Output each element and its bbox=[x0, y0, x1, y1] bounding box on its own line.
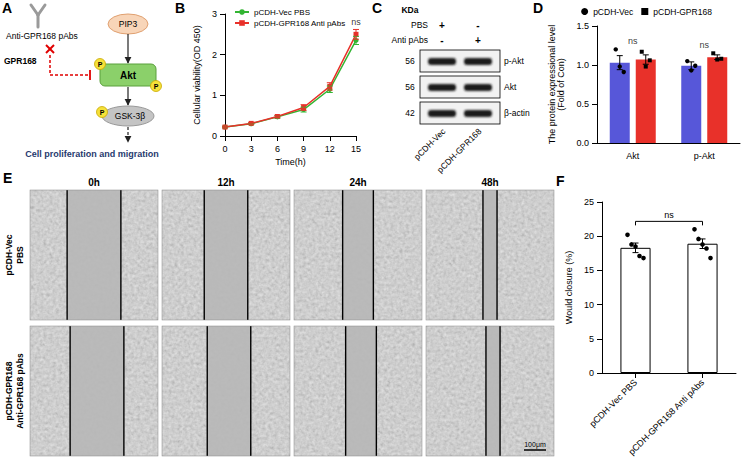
svg-text:PIP3: PIP3 bbox=[119, 19, 138, 29]
svg-text:+: + bbox=[439, 20, 445, 31]
svg-text:p-Akt: p-Akt bbox=[504, 56, 524, 66]
svg-text:48h: 48h bbox=[481, 177, 498, 188]
svg-text:P: P bbox=[100, 109, 105, 116]
svg-text:20: 20 bbox=[584, 231, 594, 241]
svg-text:Anti-GPR168 pAbs: Anti-GPR168 pAbs bbox=[15, 353, 25, 429]
svg-text:15: 15 bbox=[351, 144, 361, 154]
svg-text:Anti pAbs: Anti pAbs bbox=[392, 35, 428, 45]
svg-text:GSK-3β: GSK-3β bbox=[115, 111, 146, 121]
svg-text:2: 2 bbox=[212, 50, 217, 60]
svg-text:0h: 0h bbox=[88, 177, 100, 188]
svg-text:ns: ns bbox=[351, 17, 361, 27]
svg-text:pCDH-Vec PBS: pCDH-Vec PBS bbox=[254, 8, 310, 17]
svg-text:PBS: PBS bbox=[15, 246, 25, 264]
svg-text:pCDH-GPR168 Anti pAbs: pCDH-GPR168 Anti pAbs bbox=[627, 377, 707, 457]
svg-text:Akt: Akt bbox=[626, 151, 640, 161]
svg-text:10: 10 bbox=[584, 300, 594, 310]
svg-text:-: - bbox=[476, 20, 479, 31]
svg-text:Cell proliferation and migrati: Cell proliferation and migration bbox=[25, 149, 159, 159]
svg-text:E: E bbox=[3, 170, 12, 186]
svg-text:-: - bbox=[440, 35, 443, 46]
svg-text:P: P bbox=[154, 83, 159, 90]
svg-text:ns: ns bbox=[628, 36, 638, 46]
svg-text:ns: ns bbox=[664, 210, 674, 220]
svg-text:Akt: Akt bbox=[504, 82, 517, 92]
svg-text:pCDH-GPR168: pCDH-GPR168 bbox=[435, 126, 484, 175]
svg-text:24h: 24h bbox=[349, 177, 366, 188]
svg-text:+: + bbox=[475, 35, 481, 46]
svg-text:3: 3 bbox=[249, 144, 254, 154]
svg-text:15: 15 bbox=[584, 265, 594, 275]
svg-text:56: 56 bbox=[405, 56, 415, 66]
svg-text:p-Akt: p-Akt bbox=[694, 151, 716, 161]
svg-text:pCDH-Vec: pCDH-Vec bbox=[412, 126, 448, 162]
svg-text:Anti-GPR168 pAbs: Anti-GPR168 pAbs bbox=[6, 31, 78, 41]
svg-text:0: 0 bbox=[222, 144, 227, 154]
svg-text:pCDH-Vec PBS: pCDH-Vec PBS bbox=[587, 377, 639, 429]
svg-text:5: 5 bbox=[589, 334, 594, 344]
svg-text:9: 9 bbox=[301, 144, 306, 154]
svg-text:D: D bbox=[533, 0, 543, 16]
svg-text:pCDH-GPR168: pCDH-GPR168 bbox=[4, 361, 14, 420]
svg-text:0.0: 0.0 bbox=[576, 138, 589, 148]
svg-text:0: 0 bbox=[212, 131, 217, 141]
svg-text:6: 6 bbox=[275, 144, 280, 154]
svg-text:Would closure (%): Would closure (%) bbox=[564, 251, 574, 324]
svg-text:12: 12 bbox=[325, 144, 335, 154]
svg-text:0: 0 bbox=[589, 368, 594, 378]
svg-text:1.0: 1.0 bbox=[576, 60, 589, 70]
svg-text:PBS: PBS bbox=[411, 20, 428, 30]
svg-text:A: A bbox=[2, 0, 12, 16]
svg-text:12h: 12h bbox=[217, 177, 234, 188]
svg-text:42: 42 bbox=[405, 108, 415, 118]
svg-text:β-actin: β-actin bbox=[504, 108, 530, 118]
svg-text:B: B bbox=[175, 0, 185, 16]
svg-text:1: 1 bbox=[212, 90, 217, 100]
svg-text:25: 25 bbox=[584, 197, 594, 207]
svg-text:F: F bbox=[556, 173, 565, 189]
svg-text:0.5: 0.5 bbox=[576, 99, 589, 109]
svg-text:C: C bbox=[372, 0, 382, 16]
svg-text:pCDH-GPR168 Anti pAbs: pCDH-GPR168 Anti pAbs bbox=[254, 19, 345, 28]
svg-text:The protein expressional level: The protein expressional level bbox=[547, 24, 558, 145]
svg-text:Cellular viability(OD 450): Cellular viability(OD 450) bbox=[192, 25, 202, 125]
svg-text:(Fold of Con): (Fold of Con) bbox=[556, 58, 566, 111]
svg-text:pCDH-Vec: pCDH-Vec bbox=[4, 234, 14, 275]
svg-text:ns: ns bbox=[699, 40, 709, 50]
svg-text:1.5: 1.5 bbox=[576, 21, 589, 31]
svg-text:Akt: Akt bbox=[120, 70, 137, 81]
svg-text:56: 56 bbox=[405, 82, 415, 92]
svg-text:3: 3 bbox=[212, 9, 217, 19]
svg-text:pCDH-Vec: pCDH-Vec bbox=[593, 7, 634, 17]
svg-text:pCDH-GPR168: pCDH-GPR168 bbox=[653, 7, 712, 17]
svg-text:KDa: KDa bbox=[401, 5, 418, 15]
svg-text:P: P bbox=[98, 61, 103, 68]
svg-text:Time(h): Time(h) bbox=[275, 157, 306, 167]
svg-text:100μm: 100μm bbox=[524, 441, 546, 449]
svg-text:GPR168: GPR168 bbox=[4, 56, 37, 66]
